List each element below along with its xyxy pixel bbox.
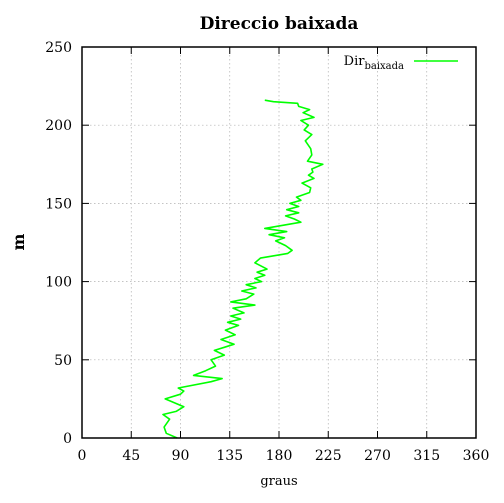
grid	[82, 47, 476, 438]
x-tick-label: 225	[315, 448, 342, 464]
legend-label-main: Dir	[344, 54, 366, 69]
y-axis-label: m	[9, 233, 28, 250]
x-tick-label: 315	[413, 448, 440, 464]
x-tick-label: 90	[172, 448, 190, 464]
x-axis-label: graus	[260, 474, 297, 489]
series-line	[162, 99, 324, 439]
y-tick-label: 100	[45, 275, 72, 291]
x-tick-label: 0	[78, 448, 87, 464]
x-tick-label: 45	[122, 448, 140, 464]
y-tick-labels: 0 50 100 150 200 250	[45, 40, 72, 447]
y-tick-label: 50	[54, 353, 72, 369]
x-tick-label: 270	[364, 448, 391, 464]
y-tick-label: 0	[63, 431, 72, 447]
x-tick-label: 360	[463, 448, 490, 464]
y-tick-label: 200	[45, 118, 72, 134]
x-tick-label: 135	[216, 448, 243, 464]
legend-label: Dirbaixada	[344, 54, 404, 72]
y-tick-label: 250	[45, 40, 72, 56]
x-tick-label: 180	[266, 448, 293, 464]
legend: Dirbaixada	[344, 54, 458, 72]
tick-marks	[81, 46, 477, 439]
x-tick-labels: 0 45 90 135 180 225 270 315 360	[78, 448, 490, 464]
y-tick-label: 150	[45, 196, 72, 212]
chart-title: Direccio baixada	[200, 14, 359, 34]
series-layer	[162, 99, 324, 439]
legend-label-subscript: baixada	[364, 61, 404, 72]
